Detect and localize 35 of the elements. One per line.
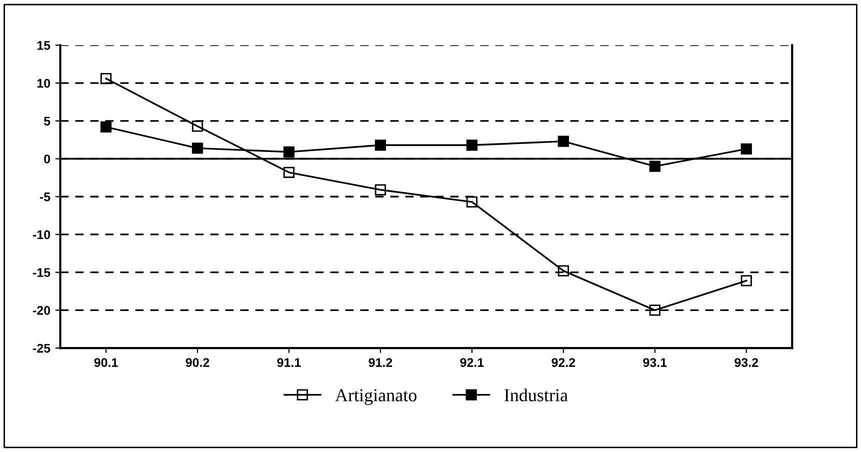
point — [466, 140, 478, 151]
y-tick-label: -25 — [32, 344, 50, 353]
y-tick-label: -20 — [32, 306, 50, 315]
point — [558, 265, 569, 276]
y-tick-label: -5 — [40, 192, 50, 202]
x-tick-label: 93.2 — [734, 358, 758, 367]
point — [283, 146, 295, 158]
y-tick-label: -10 — [32, 230, 50, 240]
y-tick-label: -15 — [32, 268, 50, 277]
point — [100, 72, 112, 84]
y-tick-label: 0 — [44, 154, 50, 164]
legend-label: Industria — [504, 388, 568, 402]
point — [192, 142, 204, 154]
point — [558, 136, 569, 147]
point — [649, 304, 660, 316]
point — [374, 140, 386, 151]
point — [740, 275, 752, 286]
point — [192, 120, 204, 132]
y-tick-label: 5 — [44, 116, 50, 126]
y-tick-label: 10 — [37, 78, 50, 88]
legend-label: Artigianato — [335, 389, 416, 406]
x-tick-label: 90.2 — [186, 358, 210, 367]
x-tick-label: 91.2 — [368, 358, 392, 367]
point — [466, 196, 478, 208]
x-tick-label: 90.1 — [94, 358, 118, 367]
point — [740, 143, 752, 154]
point — [649, 160, 660, 172]
point — [283, 166, 295, 178]
x-tick-label: 91.1 — [277, 358, 301, 367]
x-tick-label: 92.1 — [460, 358, 484, 367]
y-tick-label: 15 — [37, 41, 50, 50]
x-tick-label: 93.1 — [643, 358, 667, 367]
point — [374, 184, 386, 196]
x-tick-label: 92.2 — [552, 358, 576, 367]
point — [100, 121, 112, 133]
